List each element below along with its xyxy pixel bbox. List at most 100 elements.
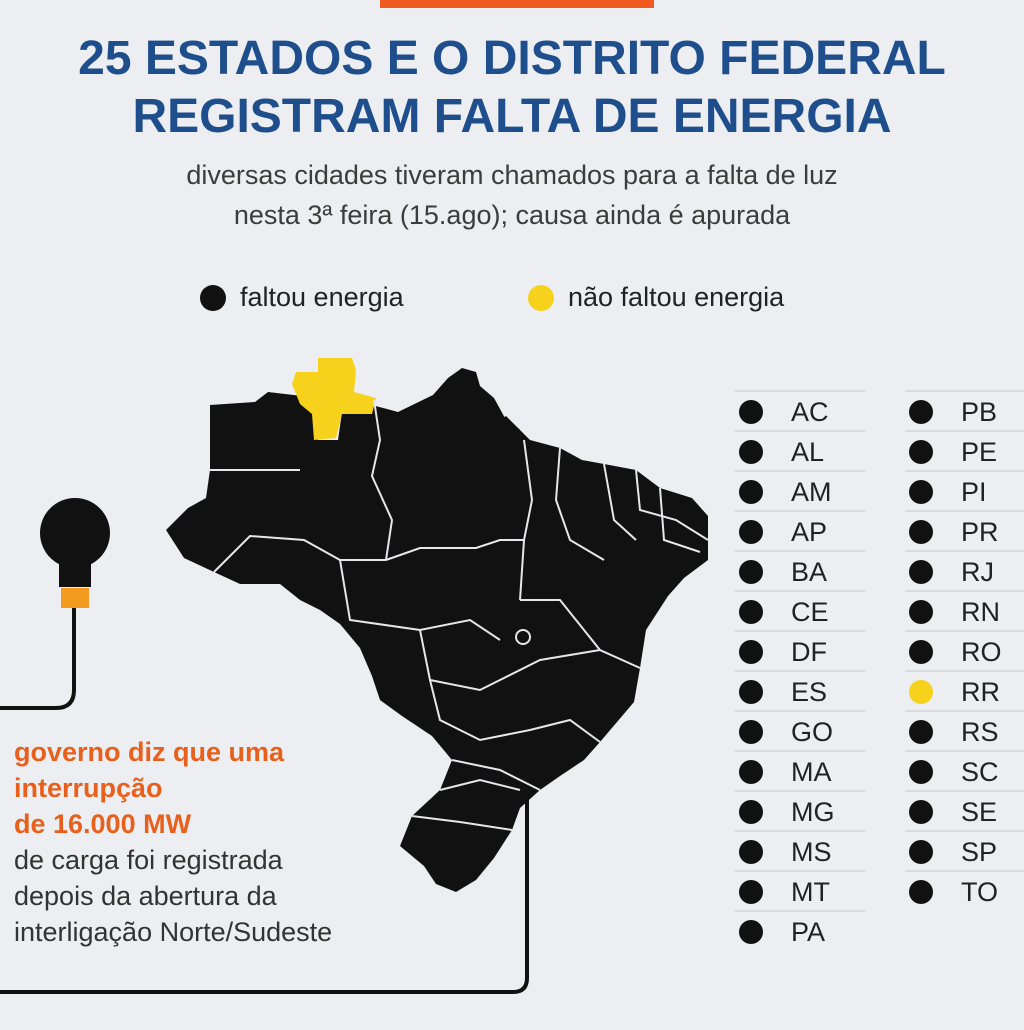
outage-dot-icon <box>739 880 763 904</box>
state-code: PR <box>961 517 999 547</box>
state-code: TO <box>961 877 999 907</box>
outage-dot-icon <box>909 840 933 864</box>
subtitle-line-1: diversas cidades tiveram chamados para a… <box>186 160 838 190</box>
brazil-map <box>0 358 709 994</box>
note-highlight-line-2: interrupção <box>14 773 163 803</box>
state-code: AC <box>791 397 829 427</box>
state-code: RJ <box>961 557 994 587</box>
outage-dot-icon <box>909 880 933 904</box>
state-row-se: SE <box>905 790 1024 830</box>
legend-item-no-outage: não faltou energia <box>528 282 784 313</box>
outage-dot-icon <box>739 440 763 464</box>
note-highlight-line-1: governo diz que uma <box>14 737 285 767</box>
state-code: SP <box>961 837 998 867</box>
state-code: SE <box>961 797 998 827</box>
subtitle: diversas cidades tiveram chamados para a… <box>0 155 1024 235</box>
island-shape <box>486 416 520 448</box>
state-code: RN <box>961 597 1000 627</box>
state-code: PA <box>791 917 826 947</box>
note-line-6: interligação Norte/Sudeste <box>14 917 333 947</box>
state-borders <box>210 399 709 831</box>
state-code: AM <box>791 477 832 507</box>
state-row-pe: PE <box>905 430 1024 470</box>
note-highlight-line-3: de 16.000 MW <box>14 809 192 839</box>
state-code: DF <box>791 637 827 667</box>
outage-dot-icon <box>739 800 763 824</box>
outage-dot-icon <box>739 480 763 504</box>
state-row-es: ES <box>735 670 865 710</box>
state-row-sc: SC <box>905 750 1024 790</box>
state-row-rn: RN <box>905 590 1024 630</box>
state-row-go: GO <box>735 710 865 750</box>
state-code: AP <box>791 517 828 547</box>
state-row-pb: PB <box>905 390 1024 430</box>
state-row-ce: CE <box>735 590 865 630</box>
light-bulb-cable-icon <box>0 498 110 710</box>
outage-dot-icon <box>909 760 933 784</box>
state-row-am: AM <box>735 470 865 510</box>
state-code: MT <box>791 877 830 907</box>
outage-dot-icon <box>739 640 763 664</box>
state-code: RR <box>961 677 1000 707</box>
state-row-rr: RR <box>905 670 1024 710</box>
outage-dot-icon <box>909 800 933 824</box>
note-line-4: de carga foi registrada <box>14 845 283 875</box>
state-row-df: DF <box>735 630 865 670</box>
state-code: SC <box>961 757 999 787</box>
state-code: AL <box>791 437 825 467</box>
state-code: ES <box>791 677 828 707</box>
state-list-column-2: PB PE PI PR RJ RN RO RR RS SC SE SP TO <box>905 390 1024 910</box>
outage-dot-icon <box>739 680 763 704</box>
outage-dot-icon <box>739 840 763 864</box>
outage-dot-icon <box>909 720 933 744</box>
outage-dot-icon <box>909 600 933 624</box>
outage-dot-icon <box>909 400 933 424</box>
state-code: PE <box>961 437 998 467</box>
outage-note: governo diz que uma interrupção de 16.00… <box>14 734 434 950</box>
state-code: PI <box>961 477 987 507</box>
page-title: 25 ESTADOS E O DISTRITO FEDERAL REGISTRA… <box>0 30 1024 146</box>
outage-dot-icon <box>909 520 933 544</box>
title-line-2: REGISTRAM FALTA DE ENERGIA <box>132 90 892 143</box>
outage-dot-icon <box>909 560 933 584</box>
outage-dot-icon <box>739 720 763 744</box>
roraima-no-outage-shape <box>292 358 376 440</box>
outage-dot-icon <box>739 560 763 584</box>
state-row-rs: RS <box>905 710 1024 750</box>
state-row-rj: RJ <box>905 550 1024 590</box>
subtitle-line-2: nesta 3ª feira (15.ago); causa ainda é a… <box>233 200 791 230</box>
state-row-pa: PA <box>735 910 865 950</box>
state-code: MA <box>791 757 832 787</box>
outage-dot-icon <box>739 920 763 944</box>
legend-item-outage: faltou energia <box>200 282 404 313</box>
state-code: BA <box>791 557 828 587</box>
note-line-5: depois da abertura da <box>14 881 277 911</box>
outage-dot-icon <box>739 520 763 544</box>
state-code: MG <box>791 797 835 827</box>
state-row-ap: AP <box>735 510 865 550</box>
outage-dot-icon <box>909 480 933 504</box>
state-code: GO <box>791 717 834 747</box>
outage-dot-icon <box>909 440 933 464</box>
state-row-pi: PI <box>905 470 1024 510</box>
state-row-mt: MT <box>735 870 865 910</box>
accent-bar <box>380 0 654 8</box>
state-row-ma: MA <box>735 750 865 790</box>
state-row-al: AL <box>735 430 865 470</box>
state-row-ro: RO <box>905 630 1024 670</box>
state-row-mg: MG <box>735 790 865 830</box>
state-list-column-1: AC AL AM AP BA CE DF ES GO MA MG MS MT PA <box>735 390 865 950</box>
state-code: CE <box>791 597 829 627</box>
outage-states-shape <box>166 368 708 892</box>
state-row-sp: SP <box>905 830 1024 870</box>
state-code: PB <box>961 397 998 427</box>
outage-dot-icon <box>739 600 763 624</box>
no-outage-dot-icon <box>909 680 933 704</box>
state-row-to: TO <box>905 870 1024 910</box>
state-row-pr: PR <box>905 510 1024 550</box>
state-code: RO <box>961 637 1002 667</box>
title-line-1: 25 ESTADOS E O DISTRITO FEDERAL <box>78 32 946 85</box>
outage-dot-icon <box>909 640 933 664</box>
state-row-ac: AC <box>735 390 865 430</box>
legend-dot-no-outage-icon <box>528 284 554 311</box>
